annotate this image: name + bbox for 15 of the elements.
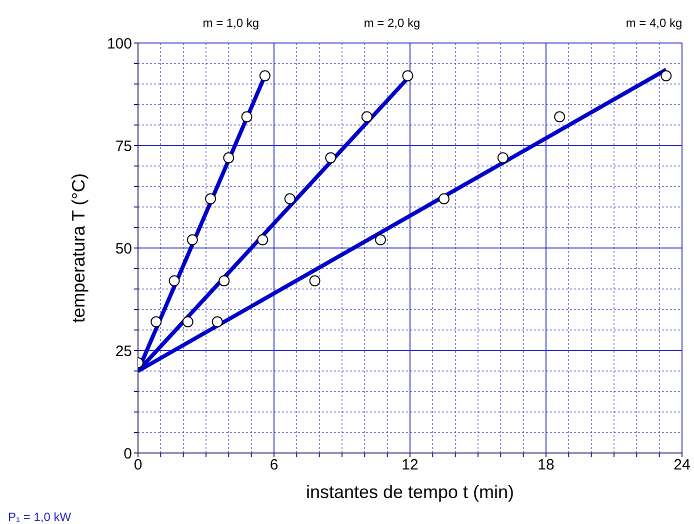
- text: m = 2,0 kg: [364, 16, 420, 30]
- x-axis-title: instantes de tempo t (min): [306, 482, 514, 502]
- x-tick-label: 12: [402, 456, 418, 474]
- y-tick-label: 0: [124, 445, 132, 462]
- text: m = 4,0 kg: [626, 16, 682, 30]
- y-tick-label: 75: [115, 138, 132, 155]
- y-tick-label: 100: [106, 35, 132, 52]
- text: m = 1,0 kg: [202, 16, 260, 30]
- x-tick-label: 18: [538, 456, 554, 474]
- text: P₁ = 1,0 kW: [8, 510, 72, 524]
- y-axis-title: temperatura T (°C): [68, 173, 88, 323]
- x-tick-label: 24: [674, 456, 690, 474]
- x-tick-label: 6: [270, 456, 278, 474]
- y-tick-label: 50: [115, 240, 132, 258]
- y-tick-label: 25: [115, 342, 132, 360]
